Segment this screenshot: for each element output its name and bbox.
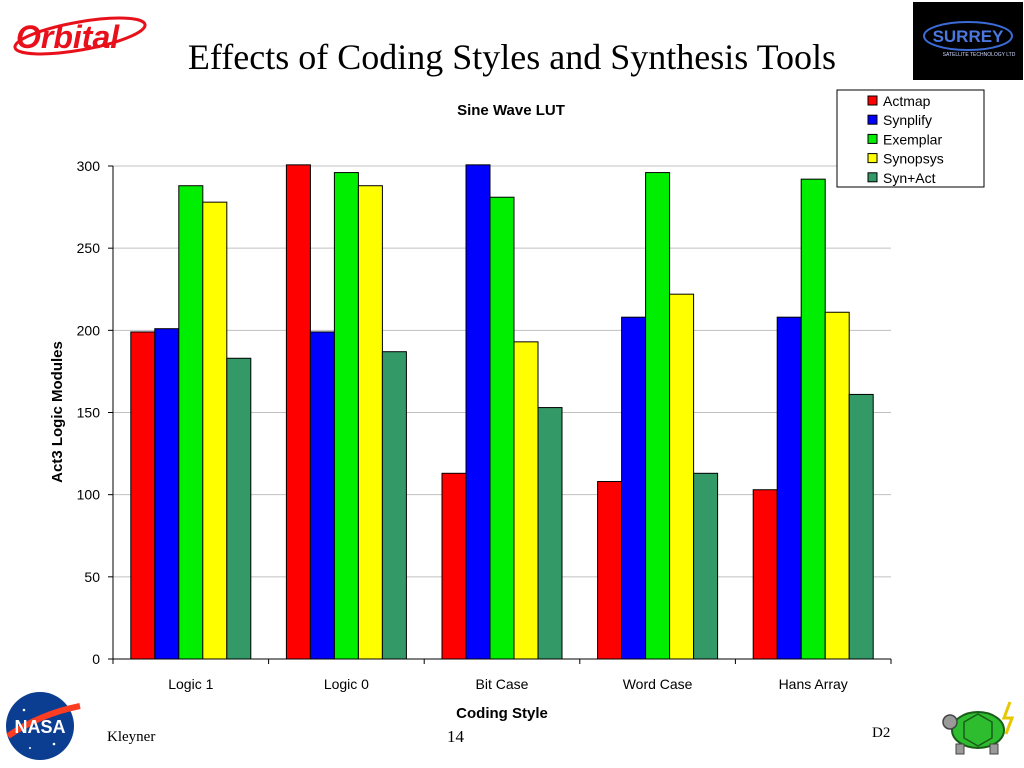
bar-syn-act bbox=[537, 407, 563, 660]
bar-synopsys bbox=[513, 341, 539, 660]
x-tick-label: Word Case bbox=[623, 676, 693, 692]
legend-swatch bbox=[867, 114, 878, 125]
y-tick-label: 300 bbox=[77, 158, 101, 174]
bar-syn-act bbox=[226, 357, 252, 660]
x-tick-label: Logic 0 bbox=[324, 676, 369, 692]
orbital-logo-text: Orbital bbox=[16, 19, 120, 55]
y-tick-label: 150 bbox=[77, 405, 101, 421]
y-tick-label: 250 bbox=[77, 240, 101, 256]
legend-swatch bbox=[867, 172, 878, 183]
bar-synplify bbox=[776, 316, 802, 660]
legend-label: Exemplar bbox=[883, 131, 942, 147]
nasa-logo: NASA bbox=[6, 692, 81, 760]
legend-label: Synopsys bbox=[883, 151, 944, 167]
y-axis-title: Act3 Logic Modules bbox=[49, 341, 66, 483]
chart-legend bbox=[836, 89, 985, 188]
legend-swatch bbox=[867, 133, 878, 144]
bar-actmap bbox=[752, 489, 778, 660]
footer-author: Kleyner bbox=[107, 729, 156, 745]
bar-actmap bbox=[285, 164, 311, 660]
nasa-logo-text: NASA bbox=[14, 717, 65, 737]
chart-title: Sine Wave LUT bbox=[457, 102, 565, 119]
legend-label: Synplify bbox=[883, 112, 932, 128]
surrey-logo-subtext: SATELLITE TECHNOLOGY LTD bbox=[943, 52, 1016, 58]
bar-exemplar bbox=[333, 172, 359, 660]
bar-exemplar bbox=[645, 172, 671, 660]
x-tick-label: Hans Array bbox=[779, 676, 848, 692]
bar-synplify bbox=[621, 316, 647, 660]
bar-exemplar bbox=[489, 196, 515, 660]
slide-title: Effects of Coding Styles and Synthesis T… bbox=[187, 37, 837, 77]
bar-syn-act bbox=[848, 393, 874, 660]
bar-synopsys bbox=[824, 311, 850, 660]
legend-label: Syn+Act bbox=[883, 170, 936, 186]
bar-exemplar bbox=[800, 178, 826, 660]
bar-synopsys bbox=[357, 185, 383, 660]
bar-synplify bbox=[154, 328, 180, 660]
surrey-logo: SURREY SATELLITE TECHNOLOGY LTD bbox=[913, 2, 1023, 80]
turtle-mascot-icon bbox=[942, 701, 1015, 755]
x-axis-title: Coding Style bbox=[456, 705, 548, 722]
bar-syn-act bbox=[693, 472, 719, 660]
bar-syn-act bbox=[381, 351, 407, 660]
bar-synplify bbox=[465, 164, 491, 660]
y-tick-label: 0 bbox=[92, 651, 100, 667]
legend-swatch bbox=[867, 95, 878, 106]
y-tick-label: 50 bbox=[84, 569, 100, 585]
orbital-logo: Orbital bbox=[13, 16, 147, 56]
bar-synplify bbox=[309, 331, 335, 660]
bar-exemplar bbox=[178, 185, 204, 660]
y-tick-label: 200 bbox=[77, 322, 101, 338]
bar-actmap bbox=[597, 481, 623, 660]
x-tick-label: Bit Case bbox=[476, 676, 529, 692]
bar-actmap bbox=[130, 331, 156, 660]
bar-actmap bbox=[441, 472, 467, 660]
footer-slide-code: D2 bbox=[872, 725, 891, 741]
bar-synopsys bbox=[669, 293, 695, 660]
surrey-logo-text: SURREY bbox=[933, 27, 1005, 46]
footer-page-number: 14 bbox=[447, 727, 464, 746]
bar-synopsys bbox=[202, 201, 228, 660]
legend-swatch bbox=[867, 153, 878, 164]
x-tick-label: Logic 1 bbox=[168, 676, 213, 692]
legend-label: Actmap bbox=[883, 93, 931, 109]
y-tick-label: 100 bbox=[77, 487, 101, 503]
